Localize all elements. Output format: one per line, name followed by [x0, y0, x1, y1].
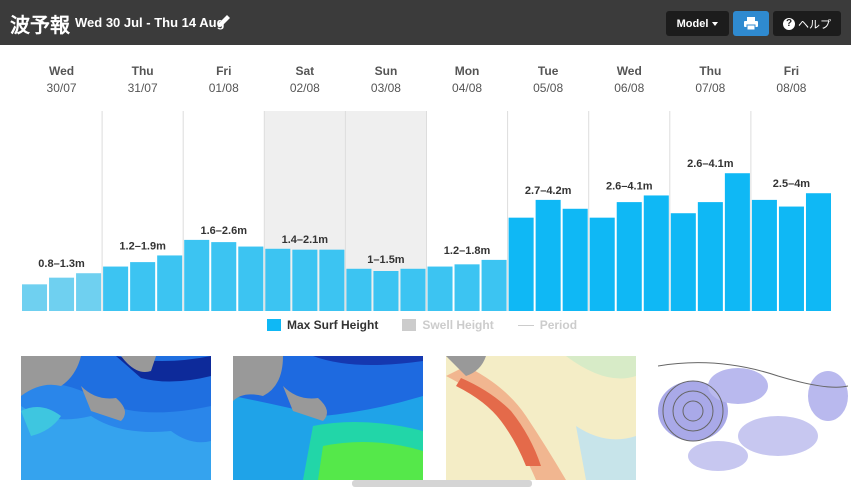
help-button[interactable]: ? ヘルプ: [773, 11, 841, 36]
day-date-label: 06/08: [614, 81, 644, 95]
legend-swell[interactable]: Swell Height: [402, 318, 494, 332]
surf-height-bar[interactable]: [400, 268, 426, 311]
date-range[interactable]: Wed 30 Jul - Thu 14 Aug: [75, 15, 225, 30]
surf-height-bar[interactable]: [346, 268, 372, 311]
day-date-label: 31/07: [128, 81, 158, 95]
app-title: 波予報: [10, 13, 70, 37]
model-button[interactable]: Model: [666, 11, 729, 36]
question-icon: ?: [783, 17, 795, 30]
day-date-label: 30/07: [47, 81, 77, 95]
surf-height-bar[interactable]: [589, 217, 615, 311]
top-bar: 波予報 Wed 30 Jul - Thu 14 Aug Model ? ヘルプ: [0, 0, 851, 45]
surf-height-bar[interactable]: [805, 193, 831, 311]
surf-height-bar[interactable]: [562, 208, 588, 311]
surf-range-label: 1.2–1.8m: [444, 245, 491, 257]
map-thumbnail-4[interactable]: [658, 356, 848, 480]
day-name-label: Fri: [216, 64, 231, 78]
legend-line-period: [517, 324, 534, 326]
surf-range-label: 2.6–4.1m: [687, 158, 734, 170]
surf-height-bar[interactable]: [319, 249, 345, 311]
surf-height-bar[interactable]: [670, 213, 696, 311]
day-date-label: 01/08: [209, 81, 239, 95]
day-date-label: 02/08: [290, 81, 320, 95]
pencil-icon[interactable]: [216, 13, 232, 29]
wave-chart: Wed 30/07 Thu 31/07 Fri 01/08 Sat 02/08 Sun 03/08…: [22, 64, 831, 311]
surf-height-bar[interactable]: [238, 246, 264, 311]
surf-range-label: 1–1.5m: [367, 254, 405, 266]
legend-period[interactable]: Period: [517, 318, 578, 332]
surf-height-bar[interactable]: [292, 249, 318, 311]
surf-range-label: 2.6–4.1m: [606, 180, 653, 192]
print-button[interactable]: [733, 11, 769, 36]
help-label: ヘルプ: [798, 18, 831, 31]
day-name-label: Tue: [538, 64, 559, 78]
map-thumbnail-3[interactable]: [446, 356, 636, 480]
map-thumbnail-1[interactable]: [21, 356, 211, 480]
day-name-label: Wed: [617, 64, 642, 78]
surf-height-bar[interactable]: [481, 259, 507, 311]
day-date-label: 08/08: [776, 81, 806, 95]
surf-height-bar[interactable]: [22, 284, 48, 311]
surf-height-bar[interactable]: [508, 217, 534, 311]
surf-range-label: 2.5–4m: [773, 178, 811, 190]
surf-height-bar[interactable]: [265, 248, 291, 311]
day-name-label: Thu: [699, 64, 721, 78]
map-thumbnail-2[interactable]: [233, 356, 423, 480]
surf-height-bar[interactable]: [427, 266, 453, 311]
surf-height-bar[interactable]: [535, 199, 561, 311]
surf-height-bar[interactable]: [724, 173, 750, 311]
caret-down-icon: [712, 21, 719, 26]
chart-legend: Max Surf Height Swell Height Period: [267, 318, 577, 332]
surf-height-bar[interactable]: [616, 202, 642, 311]
surf-height-bar[interactable]: [373, 271, 399, 311]
legend-swatch-swell: [402, 319, 417, 331]
print-icon: [744, 17, 758, 30]
day-name-label: Wed: [49, 64, 74, 78]
surf-height-bar[interactable]: [778, 206, 804, 311]
day-date-label: 03/08: [371, 81, 401, 95]
day-name-label: Sat: [296, 64, 315, 78]
day-date-label: 05/08: [533, 81, 563, 95]
surf-height-bar[interactable]: [454, 264, 480, 311]
legend-swell-label: Swell Height: [422, 318, 494, 332]
surf-height-bar[interactable]: [103, 266, 129, 311]
surf-height-bar[interactable]: [751, 199, 777, 311]
legend-max-surf-label: Max Surf Height: [287, 318, 379, 332]
horizontal-scrollbar[interactable]: [352, 480, 532, 487]
day-name-label: Fri: [784, 64, 799, 78]
legend-max-surf[interactable]: Max Surf Height: [267, 318, 378, 332]
surf-height-bar[interactable]: [76, 273, 102, 311]
day-name-label: Sun: [375, 64, 398, 78]
surf-range-label: 1.6–2.6m: [201, 225, 248, 237]
legend-period-label: Period: [539, 318, 578, 332]
surf-height-bar[interactable]: [49, 277, 75, 311]
surf-range-label: 2.7–4.2m: [525, 185, 572, 197]
surf-height-bar[interactable]: [184, 239, 210, 311]
surf-height-bar[interactable]: [697, 202, 723, 311]
day-name-label: Mon: [455, 64, 480, 78]
day-date-label: 07/08: [695, 81, 725, 95]
surf-range-label: 1.2–1.9m: [119, 240, 166, 252]
day-name-label: Thu: [132, 64, 154, 78]
surf-height-bar[interactable]: [643, 195, 669, 311]
surf-height-bar[interactable]: [157, 255, 183, 311]
surf-range-label: 0.8–1.3m: [38, 258, 85, 270]
surf-height-bar[interactable]: [130, 262, 156, 311]
surf-range-label: 1.4–2.1m: [282, 234, 329, 246]
model-label: Model: [676, 17, 709, 30]
surf-height-bar[interactable]: [211, 242, 237, 311]
day-date-label: 04/08: [452, 81, 482, 95]
legend-swatch-max-surf: [267, 319, 281, 331]
